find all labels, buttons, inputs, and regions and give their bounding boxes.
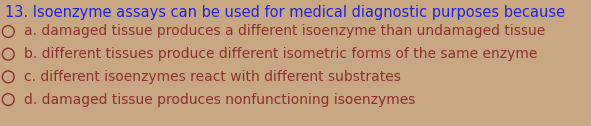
Text: 13. Isoenzyme assays can be used for medical diagnostic purposes because: 13. Isoenzyme assays can be used for med… [5,5,565,20]
Text: b. different tissues produce different isometric forms of the same enzyme: b. different tissues produce different i… [24,47,537,61]
Text: d. damaged tissue produces nonfunctioning isoenzymes: d. damaged tissue produces nonfunctionin… [24,92,415,107]
Text: c. different isoenzymes react with different substrates: c. different isoenzymes react with diffe… [24,70,401,84]
Text: a. damaged tissue produces a different isoenzyme than undamaged tissue: a. damaged tissue produces a different i… [24,24,545,39]
